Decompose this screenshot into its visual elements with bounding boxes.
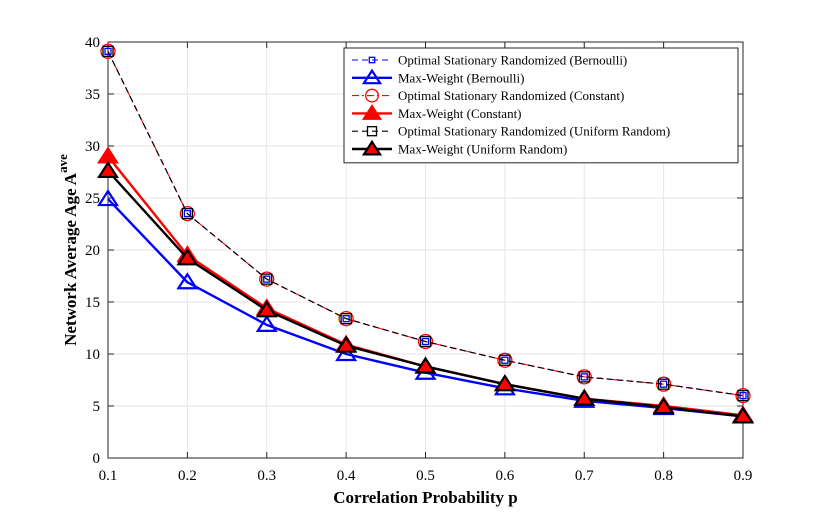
data-point-square — [578, 371, 590, 383]
data-point-circle — [576, 369, 592, 385]
data-point-circle — [100, 43, 116, 60]
data-point-square — [340, 312, 352, 325]
legend-label: Optimal Stationary Randomized (Bernoulli… — [398, 53, 627, 68]
data-point-triangle — [96, 189, 120, 207]
series-line — [107, 51, 744, 397]
data-point-square — [419, 335, 432, 348]
data-point-circle — [179, 205, 196, 222]
x-tick-label: 0.3 — [257, 468, 276, 484]
y-tick-label: 35 — [85, 87, 100, 103]
legend-entry-0: Optimal Stationary Randomized (Bernoulli… — [352, 53, 627, 68]
y-tick-label: 40 — [85, 35, 100, 51]
legend-label: Optimal Stationary Randomized (Constant) — [398, 88, 624, 103]
data-point-triangle — [335, 343, 358, 362]
data-point-small-square — [421, 337, 430, 346]
legend-label: Max-Weight (Bernoulli) — [398, 70, 524, 85]
data-point-triangle — [652, 397, 675, 415]
data-point-triangle — [96, 160, 120, 179]
data-point-square — [181, 207, 194, 220]
data-point-triangle — [255, 314, 278, 332]
x-tick-label: 0.1 — [99, 468, 118, 484]
y-tick-label: 30 — [85, 139, 100, 155]
data-point-square — [102, 45, 114, 58]
x-tick-label: 0.5 — [416, 468, 435, 484]
data-point-square — [366, 126, 378, 137]
data-point-triangle — [255, 300, 278, 318]
y-tick-label: 10 — [85, 347, 100, 363]
x-tick-label: 0.2 — [178, 468, 197, 484]
data-point-circle — [735, 387, 751, 404]
data-point-triangle — [176, 248, 199, 266]
data-point-square — [261, 273, 273, 285]
data-point-square — [737, 389, 749, 402]
data-point-square — [657, 378, 670, 390]
data-point-triangle — [176, 272, 199, 290]
data-point-circle — [365, 88, 379, 103]
y-axis-label-group: Network Average Age Aave — [55, 154, 80, 346]
y-axis-label: Network Average Age Aave — [55, 154, 80, 346]
data-point-circle — [259, 271, 275, 287]
data-point-triangle — [731, 406, 755, 424]
legend-entry-4: Optimal Stationary Randomized (Uniform R… — [352, 124, 670, 139]
data-point-small-square — [104, 47, 112, 56]
data-point-small-square — [263, 275, 271, 283]
legend-label: Max-Weight (Uniform Random) — [398, 142, 567, 157]
legend-box — [343, 47, 739, 164]
data-point-triangle — [493, 374, 516, 392]
data-point-circle — [417, 333, 434, 350]
y-axis-label-superscript: ave — [55, 154, 70, 173]
x-tick-label: 0.9 — [734, 468, 753, 484]
data-point-circle — [338, 310, 354, 327]
y-tick-label: 15 — [85, 295, 100, 311]
x-tick-label: 0.8 — [654, 468, 673, 484]
axis-ticks: 0.1 0.2 0.3 0.4 0.5 0.6 0.7 0.8 0.9 0 5 10 15 20 25 30 3… — [85, 35, 752, 484]
data-point-small-square — [368, 56, 376, 64]
y-tick-label: 20 — [85, 243, 100, 259]
data-point-small-square — [183, 209, 192, 218]
legend: Optimal Stationary Randomized (Bernoulli… — [343, 47, 739, 164]
data-point-triangle — [361, 68, 383, 85]
legend-label: Optimal Stationary Randomized (Uniform R… — [398, 124, 670, 139]
data-point-square — [499, 354, 511, 366]
data-point-triangle — [335, 335, 358, 353]
x-tick-label: 0.4 — [337, 468, 356, 484]
series-layer — [96, 43, 755, 424]
legend-label: Max-Weight (Constant) — [398, 106, 522, 121]
y-tick-label: 25 — [85, 191, 100, 207]
data-point-circle — [655, 376, 672, 392]
y-axis-label-main: Network Average Age A — [61, 172, 80, 346]
data-point-triangle — [573, 388, 596, 406]
data-point-triangle — [361, 104, 383, 120]
data-point-small-square — [342, 314, 350, 323]
y-tick-label: 5 — [93, 399, 101, 415]
legend-entry-2: Optimal Stationary Randomized (Constant) — [352, 88, 624, 103]
series-4 — [102, 45, 749, 402]
data-point-circle — [497, 352, 513, 368]
x-tick-label: 0.6 — [496, 468, 515, 484]
legend-entry-3: Max-Weight (Constant) — [352, 104, 522, 121]
data-point-triangle — [361, 139, 383, 156]
legend-entry-5: Max-Weight (Uniform Random) — [352, 139, 567, 157]
x-axis-label: Correlation Probability p — [333, 488, 518, 507]
legend-entry-1: Max-Weight (Bernoulli) — [352, 68, 524, 85]
data-point-triangle — [414, 356, 437, 374]
y-tick-label: 0 — [93, 451, 101, 467]
x-tick-label: 0.7 — [575, 468, 594, 484]
data-point-small-square — [501, 356, 509, 364]
series-5 — [96, 160, 755, 424]
